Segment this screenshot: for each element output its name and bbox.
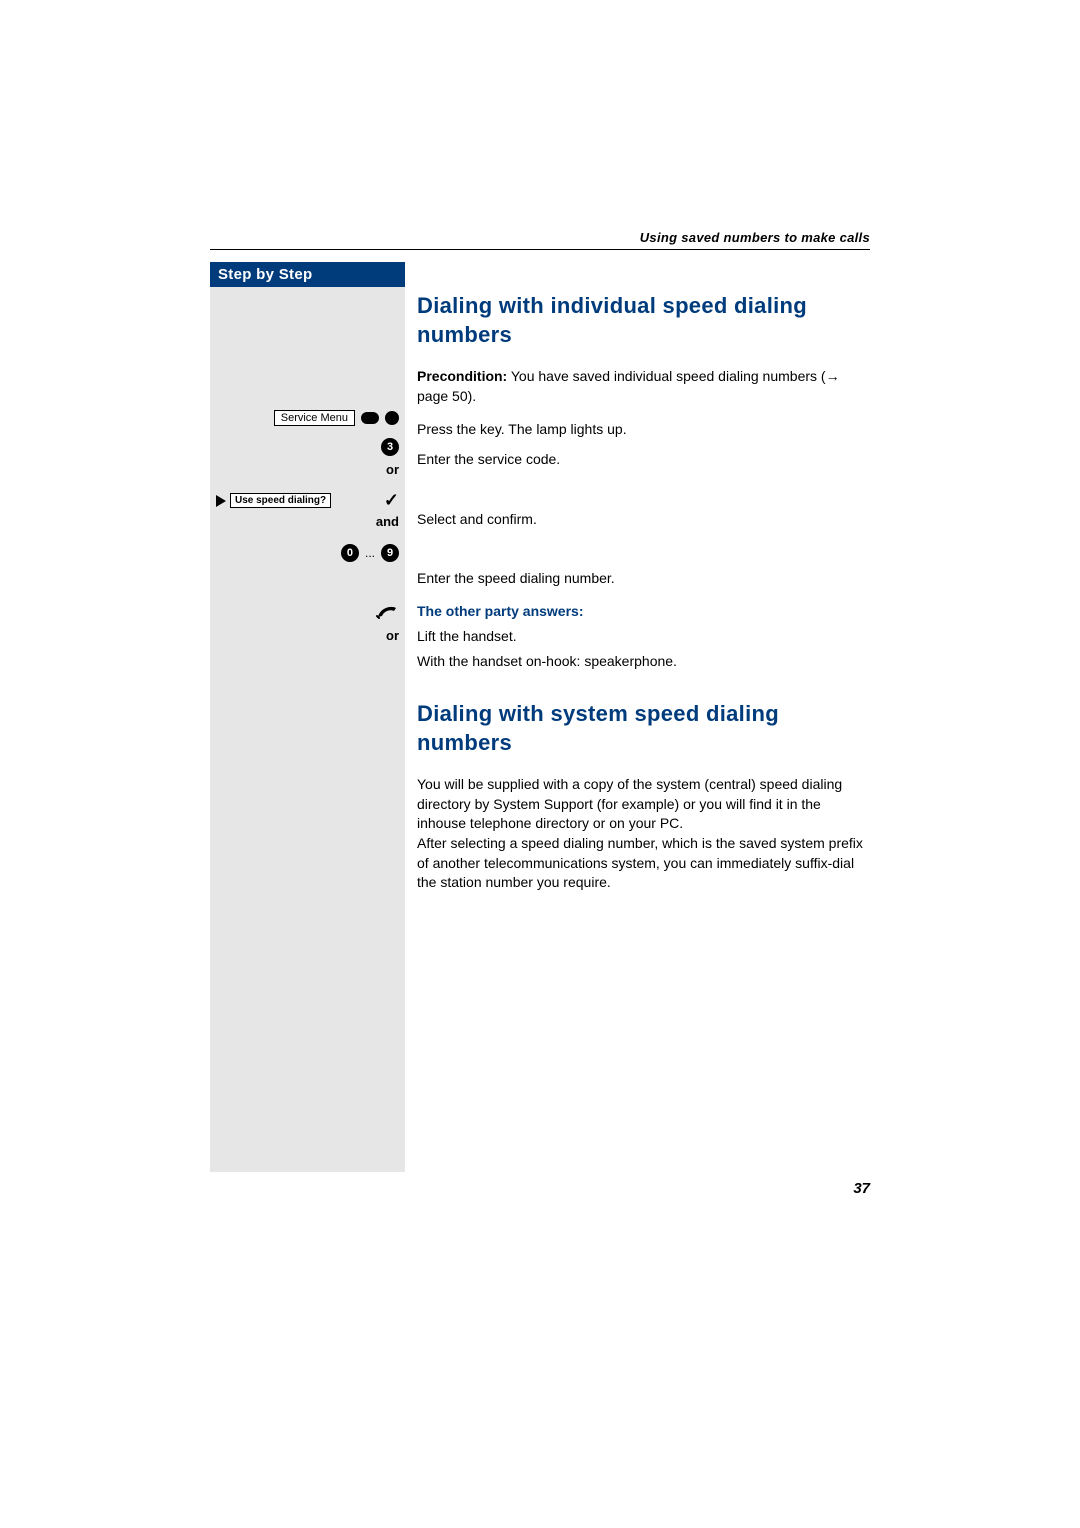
running-header: Using saved numbers to make calls [210, 230, 870, 250]
heading-1: Dialing with individual speed dialing nu… [417, 292, 870, 349]
and-row: and [376, 514, 399, 529]
arrow-right-icon: → [826, 367, 840, 387]
digit-key-0-icon: 0 [341, 544, 359, 562]
step-5-text: Lift the handset. [417, 627, 870, 647]
key-range-row: 0 ... 9 [341, 544, 399, 562]
key-oval-icon [361, 412, 379, 424]
key-3-row: 3 [381, 438, 399, 456]
page-number: 37 [853, 1180, 870, 1197]
or-row-1: or [386, 462, 399, 477]
left-column: Step by Step Service Menu 3 or Use speed… [210, 262, 405, 1172]
or-label-2: or [386, 628, 399, 643]
dots-label: ... [365, 546, 375, 560]
right-column: Dialing with individual speed dialing nu… [405, 262, 870, 1172]
paragraph-2: You will be supplied with a copy of the … [417, 775, 870, 893]
check-icon: ✓ [384, 490, 399, 511]
two-column-layout: Step by Step Service Menu 3 or Use speed… [210, 262, 870, 1172]
lamp-icon [385, 411, 399, 425]
page-container: Using saved numbers to make calls Step b… [210, 230, 870, 1172]
service-menu-label: Service Menu [274, 410, 355, 426]
play-icon [216, 495, 226, 507]
handset-row [375, 602, 399, 620]
service-menu-row: Service Menu [274, 410, 399, 426]
and-label: and [376, 514, 399, 529]
digit-key-icon: 3 [381, 438, 399, 456]
step-6-text: With the handset on-hook: speakerphone. [417, 652, 870, 672]
precondition-label: Precondition: [417, 368, 507, 384]
heading-2: Dialing with system speed dialing number… [417, 700, 870, 757]
step-4-text: Enter the speed dialing number. [417, 569, 870, 589]
use-speed-dialing-label: Use speed dialing? [230, 493, 331, 508]
use-speed-dialing-row: Use speed dialing? ✓ [216, 490, 399, 511]
step-1-text: Press the key. The lamp lights up. [417, 420, 870, 440]
or-label: or [386, 462, 399, 477]
step-3-text: Select and confirm. [417, 510, 870, 530]
precondition-page-ref: page 50). [417, 388, 476, 404]
handset-icon [375, 602, 399, 620]
precondition-text: Precondition: You have saved individual … [417, 367, 870, 406]
sub-heading: The other party answers: [417, 603, 870, 619]
step-by-step-header: Step by Step [210, 262, 405, 287]
or-row-2: or [386, 628, 399, 643]
precondition-body: You have saved individual speed dialing … [507, 368, 825, 384]
digit-key-9-icon: 9 [381, 544, 399, 562]
step-2-text: Enter the service code. [417, 450, 870, 470]
